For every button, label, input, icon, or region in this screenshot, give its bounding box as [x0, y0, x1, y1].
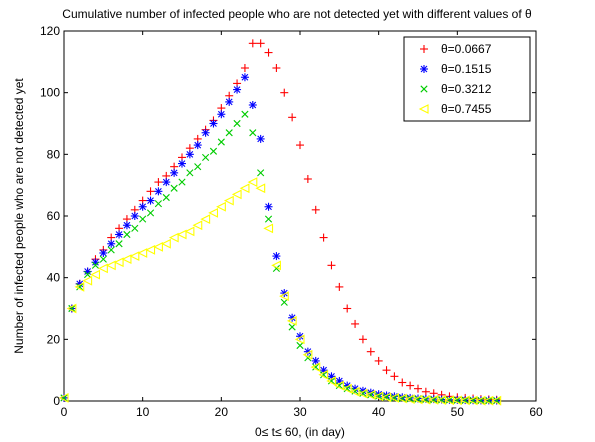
data-point	[123, 221, 131, 229]
data-point	[186, 150, 194, 158]
y-axis-label: Number of infected people who are not de…	[12, 78, 26, 354]
data-point	[272, 252, 280, 260]
x-tick-label: 0	[61, 405, 68, 419]
chart-title: Cumulative number of infected people who…	[62, 7, 532, 21]
data-point	[139, 203, 147, 211]
data-point	[194, 141, 202, 149]
x-tick-label: 20	[215, 405, 229, 419]
legend-label: θ=0.0667	[441, 42, 492, 56]
y-tick-label: 120	[40, 24, 60, 38]
y-tick-label: 80	[47, 147, 61, 161]
x-tick-label: 60	[529, 405, 543, 419]
legend-marker	[420, 65, 428, 73]
data-point	[170, 169, 178, 177]
x-tick-label: 50	[451, 405, 465, 419]
data-point	[162, 178, 170, 186]
data-point	[209, 120, 217, 128]
data-point	[265, 203, 273, 211]
data-point	[217, 110, 225, 118]
data-point	[233, 86, 241, 94]
data-point	[178, 160, 186, 168]
data-point	[131, 212, 139, 220]
y-tick-label: 100	[40, 86, 60, 100]
legend: θ=0.0667 θ=0.1515 θ=0.3212 θ=0.7455	[404, 37, 530, 121]
y-tick-label: 60	[47, 209, 61, 223]
y-tick-label: 0	[53, 394, 60, 408]
legend-label: θ=0.3212	[441, 82, 492, 96]
data-point	[249, 101, 257, 109]
legend-label: θ=0.1515	[441, 62, 492, 76]
data-point	[241, 73, 249, 81]
data-point	[147, 197, 155, 205]
data-point	[202, 129, 210, 137]
x-tick-label: 40	[372, 405, 386, 419]
legend-label: θ=0.7455	[441, 102, 492, 116]
y-tick-label: 40	[47, 271, 61, 285]
x-axis-label: 0≤ t≤ 60, (in day)	[255, 425, 345, 439]
data-point	[115, 231, 123, 239]
x-tick-label: 10	[136, 405, 150, 419]
y-tick-label: 20	[47, 332, 61, 346]
x-tick-label: 30	[293, 405, 307, 419]
data-point	[154, 187, 162, 195]
data-point	[225, 98, 233, 106]
data-point	[257, 135, 265, 143]
